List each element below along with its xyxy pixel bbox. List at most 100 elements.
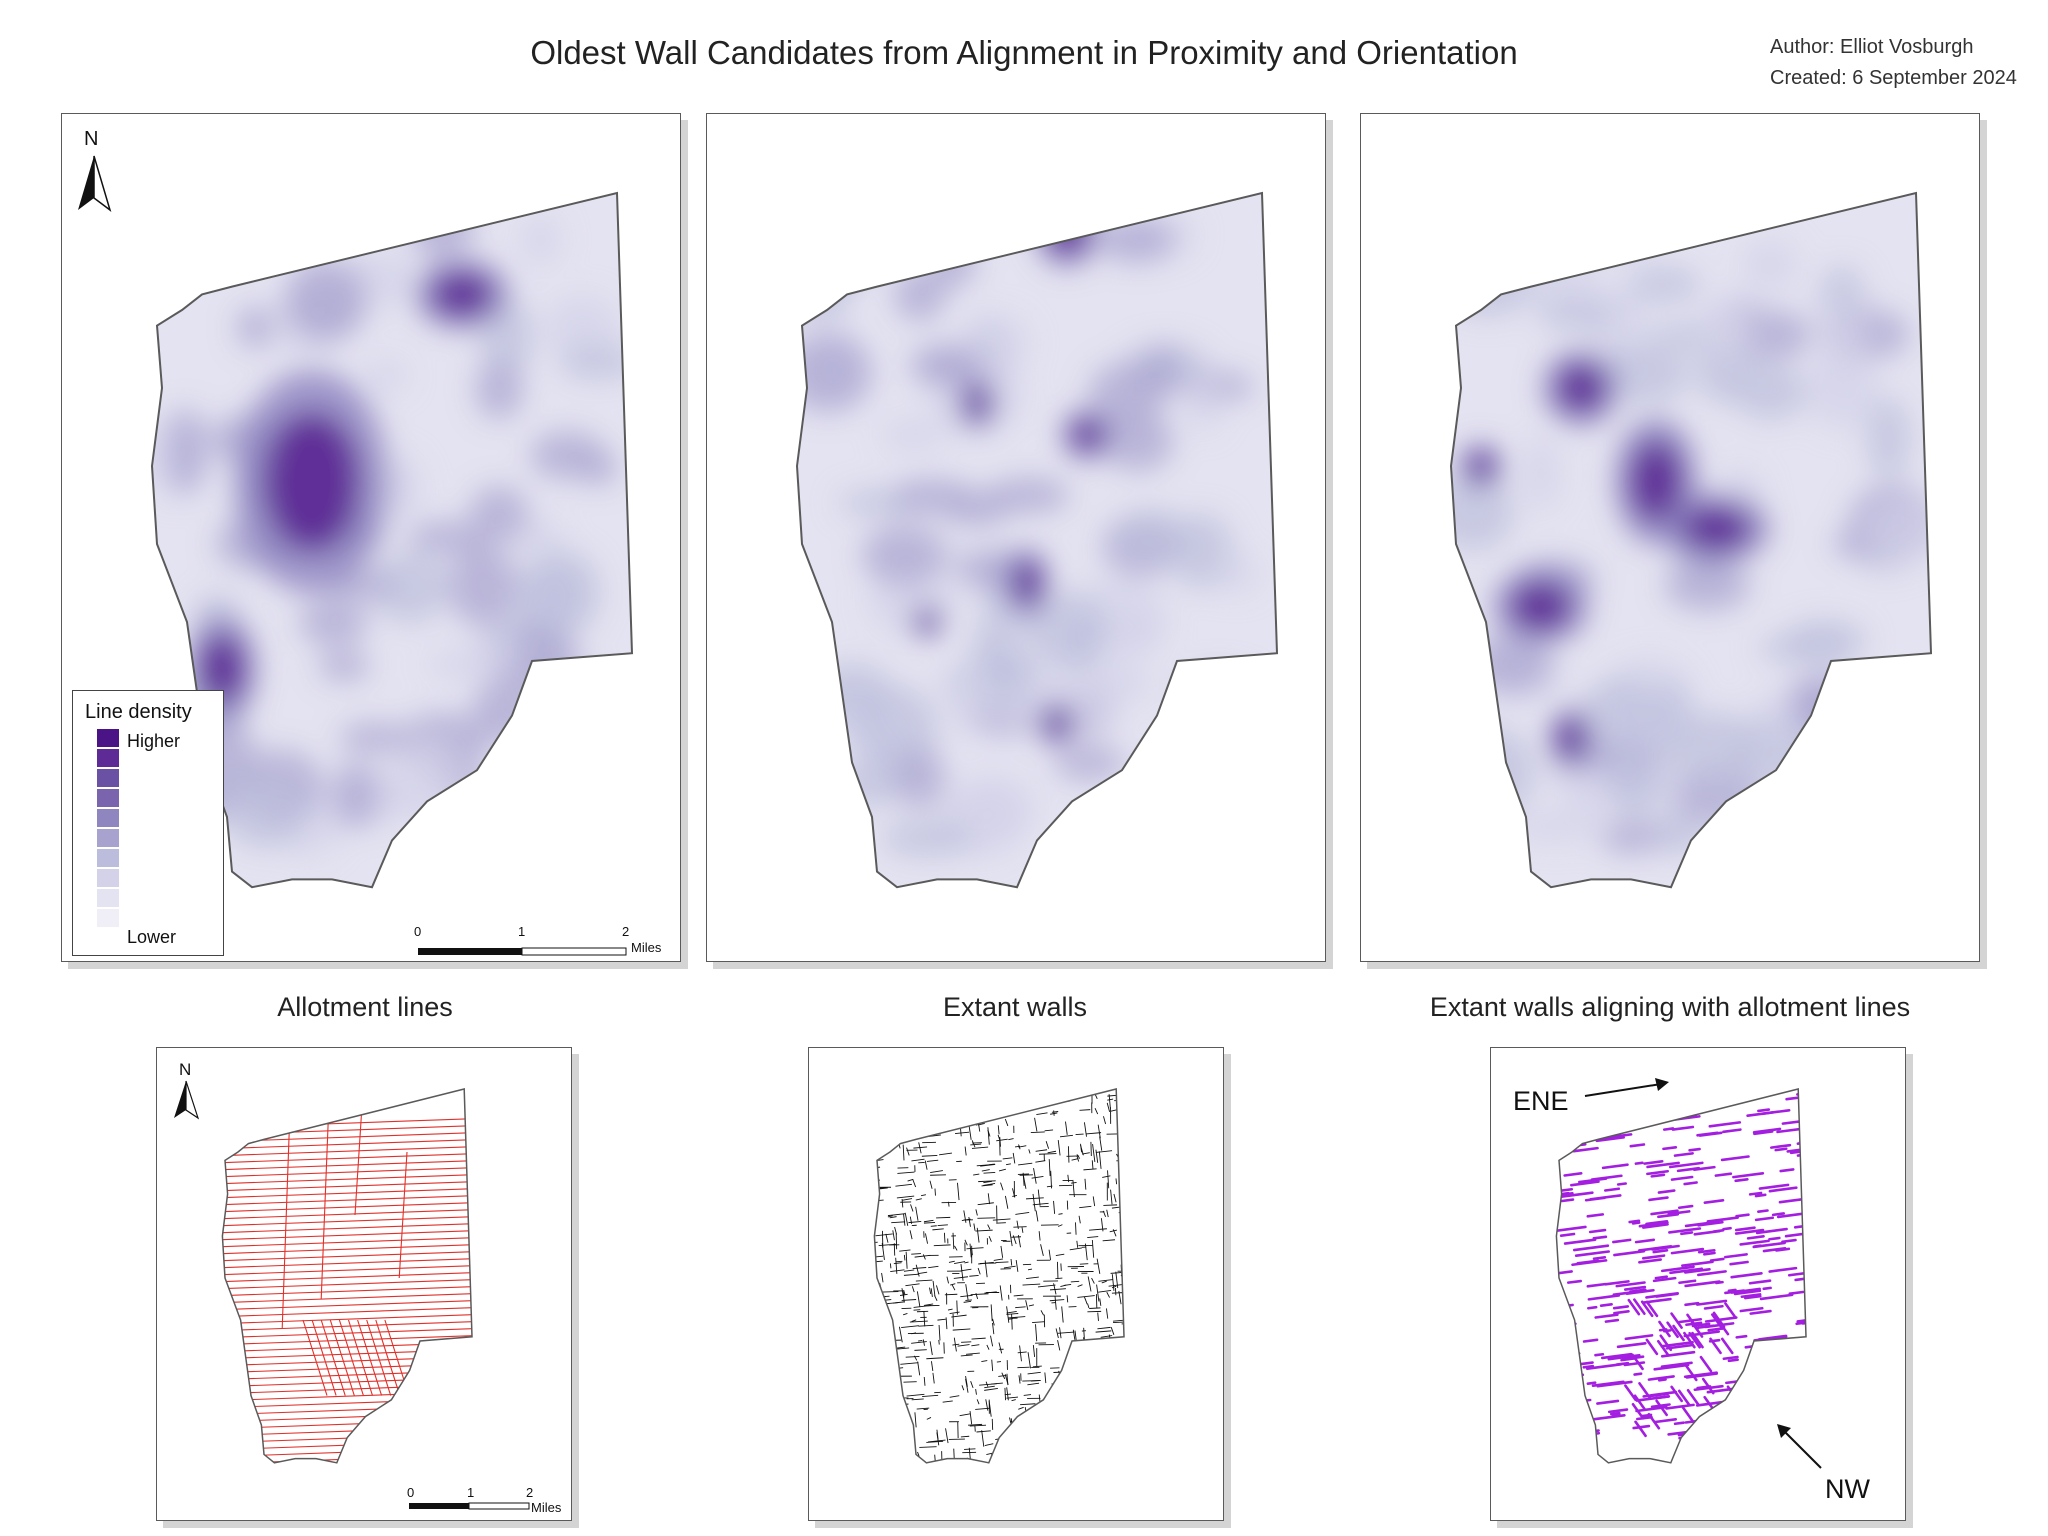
- extant-wall: [1083, 1296, 1088, 1305]
- extant-wall: [1026, 1276, 1039, 1279]
- aligned-wall: [1720, 1155, 1750, 1162]
- density-patch: [984, 645, 1036, 697]
- extant-wall: [1009, 1230, 1013, 1247]
- extant-wall: [1022, 1283, 1041, 1286]
- legend-high-label: Higher: [127, 731, 181, 751]
- density-patch: [1451, 255, 1534, 316]
- extant-wall: [984, 1388, 998, 1391]
- extant-wall: [1019, 1345, 1022, 1362]
- aligned-wall: [1669, 1267, 1704, 1275]
- extant-wall: [911, 1253, 921, 1255]
- aligned-wall: [1776, 1089, 1795, 1091]
- extant-wall: [1056, 1261, 1059, 1279]
- aligned-wall: [1804, 1224, 1807, 1231]
- density-map-extant: [706, 113, 1326, 962]
- extant-wall: [1038, 1153, 1057, 1155]
- extant-wall: [1064, 1089, 1069, 1092]
- aligned-wall: [1556, 1142, 1583, 1148]
- extant-wall: [1120, 1470, 1123, 1483]
- aligned-wall: [1694, 1438, 1716, 1444]
- aligned-wall: [1641, 1254, 1666, 1260]
- extant-wall: [896, 1482, 909, 1484]
- extant-wall: [1098, 1279, 1113, 1282]
- extant-wall: [1050, 1170, 1052, 1189]
- density-patch: [236, 306, 276, 349]
- extant-wall: [874, 1319, 877, 1337]
- aligned-wall: [1697, 1220, 1724, 1227]
- aligned-wall: [1589, 1413, 1626, 1421]
- extant-wall: [974, 1089, 978, 1107]
- aligned-wall: [1779, 1168, 1795, 1173]
- extant-wall: [1066, 1382, 1081, 1385]
- legend-swatch: [97, 889, 119, 907]
- density-patch: [1866, 735, 1931, 785]
- extant-wall: [1002, 1157, 1013, 1160]
- extant-wall: [1059, 1134, 1073, 1138]
- extant-walls-svg: [873, 1073, 1125, 1493]
- aligned-wall: [1629, 1143, 1646, 1148]
- extant-wall: [1006, 1313, 1019, 1315]
- extant-wall: [1108, 1377, 1111, 1388]
- extant-wall: [1012, 1194, 1017, 1197]
- aligned-wall: [1599, 1303, 1613, 1308]
- aligned-wall-nw: [1701, 1377, 1715, 1395]
- density-patch: [1130, 754, 1182, 828]
- extant-wall: [885, 1233, 889, 1243]
- density-patch: [467, 635, 525, 669]
- aligned-wall: [1745, 1437, 1775, 1444]
- extant-wall: [976, 1430, 991, 1433]
- extant-wall: [903, 1273, 919, 1276]
- extant-wall: [1062, 1470, 1074, 1471]
- density-patch: [520, 213, 561, 267]
- aligned-wall: [1704, 1316, 1738, 1323]
- allotment-divider: [354, 1093, 364, 1216]
- density-hotspot: [1557, 719, 1585, 759]
- extant-wall: [1007, 1478, 1015, 1479]
- density-hotspot: [1467, 452, 1495, 480]
- density-patch: [1451, 727, 1536, 816]
- extant-wall: [881, 1272, 884, 1283]
- aligned-wall: [1657, 1378, 1667, 1382]
- extant-wall: [987, 1129, 991, 1137]
- extant-wall: [963, 1300, 972, 1303]
- extant-wall: [1058, 1213, 1063, 1215]
- extant-wall: [1098, 1476, 1100, 1493]
- extant-wall: [1057, 1340, 1061, 1351]
- aligned-walls-map: ENE NW: [1490, 1047, 1906, 1521]
- allotment-line: [222, 1257, 473, 1269]
- extant-wall: [1091, 1160, 1094, 1170]
- extant-wall: [961, 1341, 972, 1343]
- extant-wall: [1054, 1073, 1061, 1075]
- extant-wall: [1100, 1335, 1113, 1338]
- extant-wall: [1081, 1394, 1086, 1403]
- extant-wall: [1112, 1450, 1125, 1453]
- extant-wall: [876, 1328, 894, 1331]
- aligned-wall: [1697, 1324, 1715, 1329]
- extant-wall: [939, 1152, 953, 1156]
- nw-label: NW: [1825, 1474, 1870, 1504]
- allotment-line: [222, 1187, 473, 1199]
- aligned-wall: [1634, 1238, 1656, 1244]
- aligned-wall: [1709, 1257, 1725, 1262]
- extant-wall: [994, 1104, 998, 1116]
- extant-wall: [1044, 1129, 1054, 1132]
- aligned-wall: [1776, 1387, 1795, 1393]
- extant-wall: [953, 1448, 955, 1463]
- density-patch: [1716, 798, 1798, 855]
- extant-wall: [1034, 1444, 1037, 1462]
- extant-wall: [1098, 1289, 1112, 1293]
- extant-wall: [1103, 1204, 1118, 1206]
- aligned-wall-nw: [1686, 1388, 1700, 1406]
- extant-wall: [1030, 1455, 1035, 1463]
- aligned-wall: [1777, 1383, 1807, 1391]
- density-patch: [1175, 796, 1264, 834]
- extant-wall: [1107, 1170, 1110, 1189]
- extant-wall: [979, 1383, 998, 1386]
- extant-wall: [901, 1198, 904, 1208]
- extant-wall: [965, 1299, 972, 1301]
- extant-wall: [1047, 1416, 1057, 1419]
- aligned-wall: [1559, 1232, 1576, 1237]
- aligned-wall: [1740, 1089, 1764, 1092]
- extant-wall: [1061, 1443, 1066, 1454]
- extant-wall: [1084, 1079, 1085, 1085]
